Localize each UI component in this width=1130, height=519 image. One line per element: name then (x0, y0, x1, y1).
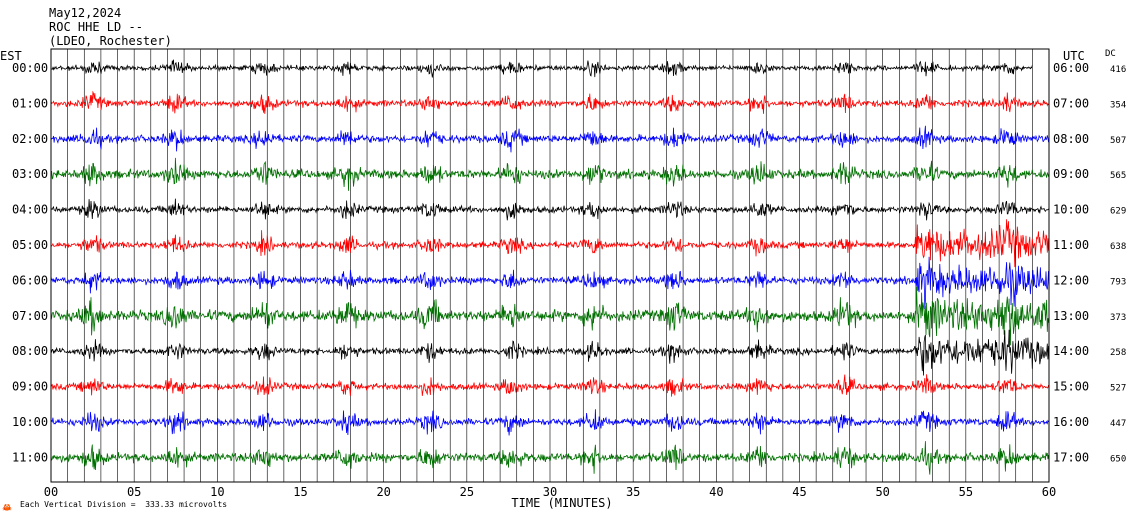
row-utc-label: 13:00 (1053, 309, 1089, 323)
row-dc-value: 650 (1110, 454, 1126, 464)
row-dc-value: 258 (1110, 348, 1126, 358)
trace-line (50, 286, 1049, 346)
trace-line (50, 329, 1049, 376)
row-est-label: 08:00 (12, 344, 48, 358)
footer-note: Each Vertical Division = 333.33 microvol… (20, 500, 227, 509)
trace-line (50, 90, 1049, 114)
station-network: (LDEO, Rochester) (49, 34, 172, 48)
dc-column-header: DC (1105, 49, 1116, 59)
x-tick-label: 55 (959, 485, 973, 499)
row-est-label: 05:00 (12, 238, 48, 252)
plot-frame (50, 48, 1050, 483)
trace-line (50, 157, 1049, 191)
station-date: May12,2024 (49, 6, 121, 20)
x-tick-label: 35 (626, 485, 640, 499)
row-labels: 00:00 06:00 416 01:00 07:00 354 02:00 08:00 507 0… (12, 61, 1126, 464)
row-est-label: 10:00 (12, 415, 48, 429)
row-est-label: 07:00 (12, 309, 48, 323)
x-tick-label: 15 (293, 485, 307, 499)
seismic-traces (50, 59, 1049, 475)
row-dc-value: 354 (1110, 100, 1126, 110)
trace-line (50, 409, 1049, 436)
row-dc-value: 373 (1110, 313, 1126, 323)
row-est-label: 02:00 (12, 132, 48, 146)
row-dc-value: 629 (1110, 207, 1126, 217)
row-est-label: 06:00 (12, 273, 48, 287)
row-utc-label: 17:00 (1053, 450, 1089, 464)
station-code: ROC HHE LD -- (49, 20, 143, 34)
trace-line (50, 441, 1049, 475)
x-axis-ticks: 00 05 10 15 20 25 30 35 40 45 50 55 60 (44, 485, 1056, 499)
row-utc-label: 12:00 (1053, 273, 1089, 287)
row-est-label: 01:00 (12, 96, 48, 110)
x-tick-label: 45 (792, 485, 806, 499)
row-utc-label: 11:00 (1053, 238, 1089, 252)
x-axis-title: TIME (MINUTES) (511, 496, 612, 510)
row-utc-label: 08:00 (1053, 132, 1089, 146)
x-tick-label: 20 (376, 485, 390, 499)
x-tick-label: 00 (44, 485, 58, 499)
row-dc-value: 527 (1110, 384, 1126, 394)
row-utc-label: 14:00 (1053, 344, 1089, 358)
x-tick-label: 60 (1042, 485, 1056, 499)
row-dc-value: 447 (1110, 419, 1126, 429)
row-dc-value: 565 (1110, 171, 1126, 181)
x-tick-label: 10 (210, 485, 224, 499)
trace-line (50, 374, 1049, 397)
row-est-label: 03:00 (12, 167, 48, 181)
trace-line (50, 256, 1049, 310)
chart-grid (67, 49, 1033, 482)
row-utc-label: 16:00 (1053, 415, 1089, 429)
trace-line (50, 198, 1049, 221)
row-utc-label: 07:00 (1053, 96, 1089, 110)
row-est-label: 00:00 (12, 61, 48, 75)
row-dc-value: 507 (1110, 136, 1126, 146)
trace-line (50, 125, 1049, 153)
x-tick-label: 05 (127, 485, 141, 499)
row-utc-label: 09:00 (1053, 167, 1089, 181)
left-axis-title: EST (0, 49, 22, 63)
trace-line (50, 219, 1049, 268)
right-axis-title: UTC (1063, 49, 1085, 63)
x-tick-label: 50 (875, 485, 889, 499)
row-utc-label: 10:00 (1053, 203, 1089, 217)
trace-line (50, 59, 1033, 78)
x-tick-label: 25 (460, 485, 474, 499)
row-utc-label: 15:00 (1053, 380, 1089, 394)
row-est-label: 11:00 (12, 450, 48, 464)
row-utc-label: 06:00 (1053, 61, 1089, 75)
row-dc-value: 416 (1110, 65, 1126, 75)
row-est-label: 04:00 (12, 203, 48, 217)
row-est-label: 09:00 (12, 380, 48, 394)
x-tick-label: 30 (543, 485, 557, 499)
footer-icon: 🦀 (2, 503, 12, 512)
row-dc-value: 638 (1110, 242, 1126, 252)
x-tick-label: 40 (709, 485, 723, 499)
row-dc-value: 793 (1110, 277, 1126, 287)
